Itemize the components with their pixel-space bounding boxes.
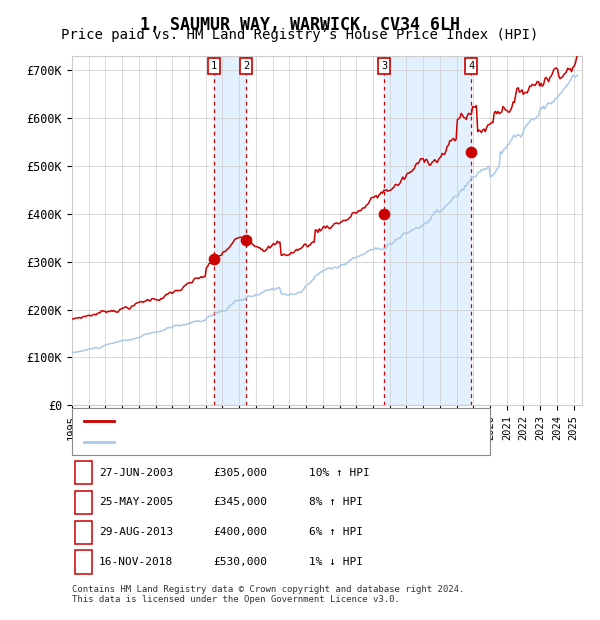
- Text: 2: 2: [80, 497, 87, 507]
- Text: 3: 3: [80, 527, 87, 537]
- Text: 1, SAUMUR WAY, WARWICK, CV34 6LH: 1, SAUMUR WAY, WARWICK, CV34 6LH: [140, 16, 460, 33]
- Text: £530,000: £530,000: [213, 557, 267, 567]
- Point: [209, 254, 219, 264]
- Point: [241, 235, 251, 245]
- Text: 4: 4: [80, 557, 87, 567]
- Text: 27-JUN-2003: 27-JUN-2003: [99, 467, 173, 477]
- Text: 1: 1: [211, 61, 217, 71]
- Text: £400,000: £400,000: [213, 527, 267, 537]
- Text: 3: 3: [381, 61, 387, 71]
- Text: 1: 1: [80, 467, 87, 477]
- Text: 25-MAY-2005: 25-MAY-2005: [99, 497, 173, 507]
- Text: £305,000: £305,000: [213, 467, 267, 477]
- Text: £345,000: £345,000: [213, 497, 267, 507]
- Text: Contains HM Land Registry data © Crown copyright and database right 2024.
This d: Contains HM Land Registry data © Crown c…: [72, 585, 464, 604]
- Text: 2: 2: [243, 61, 249, 71]
- Text: 1% ↓ HPI: 1% ↓ HPI: [309, 557, 363, 567]
- Point: [467, 146, 476, 156]
- Text: HPI: Average price, detached house, Warwick: HPI: Average price, detached house, Warw…: [120, 437, 389, 447]
- Text: 29-AUG-2013: 29-AUG-2013: [99, 527, 173, 537]
- Point: [379, 209, 389, 219]
- Text: 16-NOV-2018: 16-NOV-2018: [99, 557, 173, 567]
- Text: 8% ↑ HPI: 8% ↑ HPI: [309, 497, 363, 507]
- Text: 10% ↑ HPI: 10% ↑ HPI: [309, 467, 370, 477]
- Text: 6% ↑ HPI: 6% ↑ HPI: [309, 527, 363, 537]
- Text: 4: 4: [468, 61, 475, 71]
- Text: 1, SAUMUR WAY, WARWICK, CV34 6LH (detached house): 1, SAUMUR WAY, WARWICK, CV34 6LH (detach…: [120, 417, 426, 427]
- Bar: [214, 56, 246, 405]
- Bar: [384, 56, 472, 405]
- Text: Price paid vs. HM Land Registry’s House Price Index (HPI): Price paid vs. HM Land Registry’s House …: [61, 28, 539, 42]
